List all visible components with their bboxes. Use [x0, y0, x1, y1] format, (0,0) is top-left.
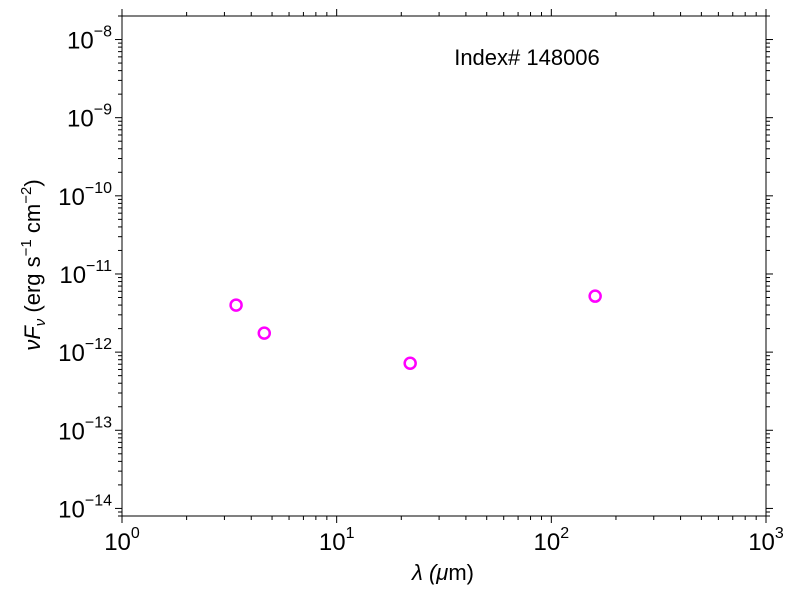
y-tick-label: 10−14	[58, 492, 112, 523]
data-point	[229, 298, 243, 312]
y-tick-label: 10−12	[58, 336, 112, 367]
x-tick-label: 103	[748, 525, 784, 556]
y-tick-label: 10−9	[67, 102, 112, 133]
y-tick-label: 10−10	[58, 180, 112, 211]
data-point	[403, 356, 417, 371]
plot-frame	[121, 15, 767, 517]
tick-labels: 100 101 102 103 10−14 10−13 10−12 10−11 10−10 10−…	[58, 24, 784, 556]
y-tick-label: 10−11	[59, 258, 112, 289]
index-annotation: Index# 148006	[454, 45, 600, 70]
data-points	[229, 289, 602, 371]
data-point	[257, 326, 272, 340]
x-axis-label: λ (μm)	[411, 560, 474, 585]
x-tick-label: 100	[104, 525, 140, 556]
axis-ticks	[115, 9, 773, 523]
y-tick-label: 10−13	[58, 414, 112, 445]
x-tick-label: 102	[534, 525, 570, 556]
x-tick-label: 101	[319, 525, 355, 556]
y-tick-label: 10−8	[67, 24, 112, 55]
data-point	[588, 289, 602, 303]
y-axis-label: νFν (erg s−1 cm−2)	[18, 179, 49, 350]
